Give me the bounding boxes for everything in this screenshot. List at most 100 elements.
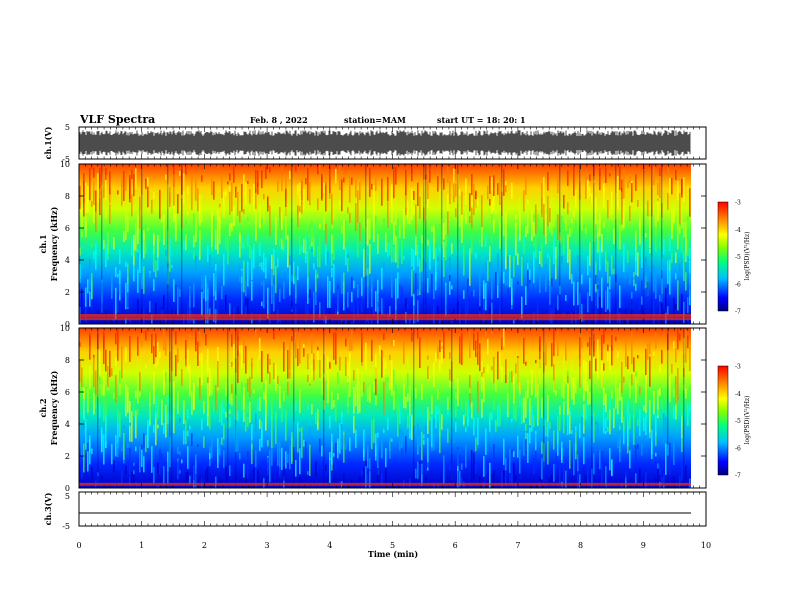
- spectrogram-streak: [645, 348, 647, 376]
- spectrogram-streak: [169, 397, 171, 402]
- spectrogram-streak: [237, 191, 239, 216]
- spectrogram-streak: [667, 167, 669, 175]
- spectrogram-streak: [459, 470, 461, 486]
- spectrogram-streak: [153, 279, 155, 291]
- spectrogram-streak: [683, 366, 685, 377]
- spectrogram-streak: [491, 366, 493, 371]
- spectrogram-streak: [579, 423, 581, 439]
- spectrogram-streak: [459, 189, 461, 196]
- spectrogram-streak: [513, 463, 515, 488]
- spectrogram-streak: [349, 352, 351, 383]
- spectrogram-streak: [507, 412, 509, 418]
- spectrogram-streak: [447, 397, 449, 411]
- spectrogram-streak: [385, 377, 387, 391]
- spectrogram-streak: [425, 477, 427, 488]
- spectrogram-streak: [607, 352, 609, 362]
- spectrogram-streak: [281, 447, 283, 470]
- spectrogram-dark-column: [683, 328, 685, 488]
- spectrogram-streak: [459, 454, 461, 472]
- spectrogram-streak: [499, 177, 501, 205]
- ch1-colorbar-label: log(PSD)(V²/Hz): [744, 232, 751, 281]
- spectrogram-streak: [307, 277, 309, 294]
- spectrogram-streak: [365, 317, 367, 324]
- spectrogram-streak: [553, 364, 555, 390]
- spectrogram-streak: [429, 247, 431, 262]
- spectrogram-streak: [331, 193, 333, 225]
- spectrogram-streak: [193, 461, 195, 480]
- spectrogram-dark-column: [457, 164, 459, 324]
- spectrogram-streak: [263, 252, 265, 273]
- spectrogram-streak: [89, 291, 91, 307]
- spectrogram-streak: [563, 370, 565, 399]
- spectrogram-streak: [317, 198, 319, 211]
- spectrogram-streak: [581, 485, 583, 488]
- spectrogram-streak: [475, 199, 477, 214]
- spectrogram-streak: [417, 300, 419, 323]
- spectrogram-streak: [271, 392, 273, 415]
- spectrogram-dark-column: [579, 164, 581, 324]
- spectrogram-streak: [565, 386, 567, 404]
- spectrogram-streak: [225, 189, 227, 197]
- spectrogram-streak: [133, 234, 135, 251]
- spectrogram-streak: [563, 355, 565, 381]
- spectrogram-streak: [525, 176, 527, 195]
- spectrogram-streak: [557, 295, 559, 310]
- spectrogram-streak: [155, 260, 157, 278]
- spectrogram-streak: [559, 404, 561, 432]
- spectrogram-streak: [643, 484, 645, 488]
- spectrogram-streak: [369, 218, 371, 240]
- spectrogram-streak: [467, 416, 469, 425]
- spectrogram-streak: [185, 359, 187, 367]
- spectrogram-streak: [355, 383, 357, 407]
- spectrogram-streak: [333, 230, 335, 261]
- spectrogram-streak: [391, 374, 393, 396]
- spectrogram-streak: [595, 274, 597, 285]
- spectrogram-streak: [153, 372, 155, 391]
- spectrogram-streak: [177, 347, 179, 363]
- spectrogram-streak: [345, 437, 347, 450]
- spectrogram-streak: [611, 216, 613, 220]
- spectrogram-streak: [277, 257, 279, 268]
- spectrogram-streak: [647, 281, 649, 301]
- spectrogram-streak: [85, 368, 87, 376]
- spectrogram-streak: [351, 292, 353, 303]
- spectrogram-streak: [151, 334, 153, 354]
- spectrogram-dark-column: [441, 164, 443, 324]
- spectrogram-streak: [609, 395, 611, 418]
- spectrogram-streak: [373, 308, 375, 317]
- spectrogram-streak: [275, 265, 277, 294]
- spectrogram-streak: [221, 285, 223, 300]
- spectrogram-streak: [585, 172, 587, 199]
- spectrogram-streak: [201, 418, 203, 431]
- spectrogram-streak: [149, 359, 151, 380]
- spectrogram-streak: [407, 304, 409, 309]
- spectrogram-streak: [387, 417, 389, 430]
- spectrogram-streak: [117, 190, 119, 195]
- spectrogram-streak: [99, 349, 101, 377]
- spectrogram-streak: [207, 283, 209, 311]
- spectrogram-streak: [317, 321, 319, 324]
- spectrogram-streak: [663, 238, 665, 255]
- spectrogram-streak: [295, 164, 297, 172]
- spectrogram-streak: [211, 375, 213, 395]
- spectrogram-streak: [605, 290, 607, 312]
- spectrogram-streak: [655, 415, 657, 436]
- spectrogram-streak: [271, 409, 273, 421]
- spectrogram-streak: [371, 183, 373, 190]
- spectrogram-streak: [663, 413, 665, 444]
- spectrogram-streak: [549, 208, 551, 223]
- spectrogram-streak: [399, 283, 401, 305]
- spectrogram-streak: [379, 353, 381, 375]
- spectrogram-streak: [193, 283, 195, 308]
- spectrogram-streak: [669, 234, 671, 252]
- spectrogram-streak: [593, 180, 595, 184]
- spectrogram-streak: [143, 447, 145, 473]
- spectrogram-streak: [377, 279, 379, 302]
- spectrogram-streak: [287, 235, 289, 269]
- spectrogram-streak: [513, 320, 515, 324]
- spectrogram-streak: [413, 395, 415, 426]
- spectrogram-streak: [641, 236, 643, 268]
- spectrogram-streak: [489, 246, 491, 262]
- spectrogram-streak: [253, 389, 255, 394]
- spectrogram-streak: [283, 245, 285, 252]
